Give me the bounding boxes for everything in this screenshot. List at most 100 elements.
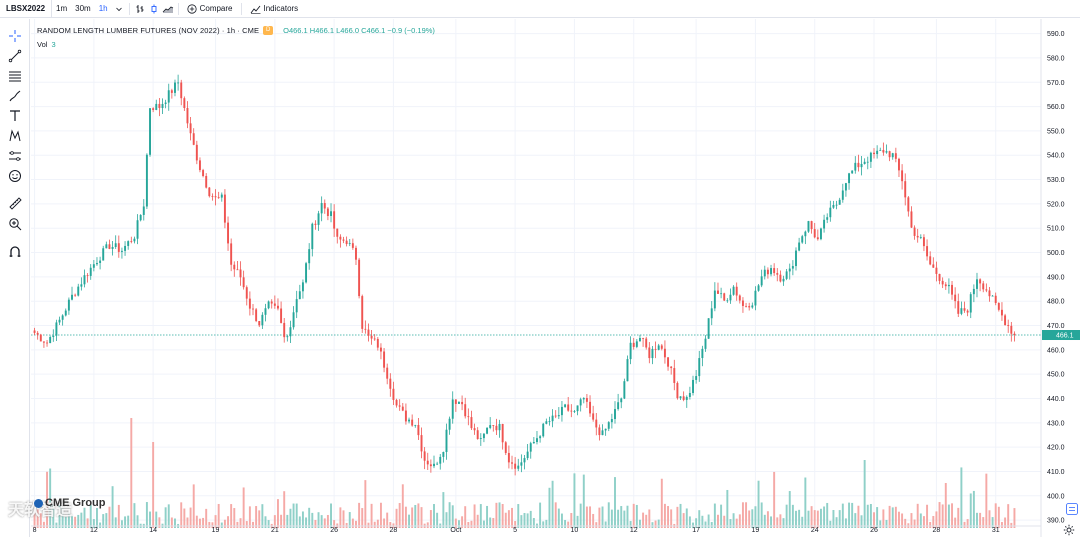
volume-bar [788, 491, 791, 528]
price-tick-label: 480.0 [1047, 299, 1065, 306]
volume-bar [888, 505, 891, 528]
bar-style-icon[interactable] [133, 0, 147, 18]
volume-bar [408, 514, 411, 528]
scroll-to-realtime-icon[interactable] [1066, 502, 1078, 515]
candle-body [554, 415, 557, 417]
volume-bar [433, 504, 435, 528]
candle-body [280, 308, 283, 323]
candle-body [614, 409, 616, 420]
time-tick-label: 8 [33, 527, 37, 534]
candle-body [39, 334, 42, 342]
volume-bar [841, 503, 844, 528]
volume-bar [46, 471, 49, 528]
candle-body [139, 214, 142, 221]
volume-bar [651, 522, 654, 528]
candle-body [960, 308, 963, 314]
volume-bar [61, 508, 64, 528]
candle-body [692, 379, 694, 393]
volume-bar [798, 509, 801, 528]
candle-body [501, 423, 504, 443]
volume-bar [682, 513, 685, 528]
volume-bar [261, 504, 264, 528]
volume-bar [501, 503, 504, 528]
interval-1h[interactable]: 1h [98, 3, 108, 13]
volume-bar [866, 504, 869, 528]
volume-bar [804, 477, 807, 528]
volume-bar [170, 517, 173, 528]
compare-button[interactable]: Compare [182, 0, 238, 18]
ruler-icon[interactable] [7, 195, 23, 211]
candle-body [982, 283, 985, 290]
volume-bar [879, 520, 882, 528]
volume-bar [326, 514, 329, 528]
pattern-icon[interactable] [7, 128, 23, 144]
volume-bar [960, 467, 963, 528]
candle-body [726, 300, 729, 302]
chevron-down-icon[interactable] [112, 0, 126, 18]
volume-bar [829, 520, 832, 528]
volume-bar [267, 520, 270, 528]
indicators-button[interactable]: Indicators [245, 0, 304, 18]
brush-icon[interactable] [7, 88, 23, 104]
volume-bar [807, 510, 810, 528]
trend-line-icon[interactable] [7, 48, 23, 64]
compare-label: Compare [199, 4, 233, 13]
volume-bar [301, 511, 304, 528]
candle-body [401, 406, 404, 411]
symbol-search[interactable]: LBSX2022 [0, 0, 52, 18]
candle-body [848, 173, 851, 184]
volume-bar [289, 508, 292, 528]
price-tick-label: 430.0 [1047, 420, 1065, 427]
candle-body [926, 246, 929, 257]
volume-bar [83, 507, 86, 528]
candle-body [158, 103, 161, 109]
candle-body [86, 275, 89, 276]
zoom-in-icon[interactable] [7, 216, 23, 232]
volume-bar [938, 502, 941, 528]
volume-bar [985, 473, 988, 528]
candle-body [620, 398, 623, 403]
volume-bar [99, 522, 102, 528]
gear-icon[interactable] [1063, 523, 1075, 536]
volume-label: Vol [37, 40, 48, 49]
interval-1m[interactable]: 1m [56, 3, 68, 13]
volume-bar [557, 508, 560, 528]
candle-body [557, 415, 560, 417]
candle-body [860, 163, 863, 168]
volume-bar [467, 521, 470, 528]
cme-group-logo: CME Group [34, 497, 106, 509]
candle-body [954, 294, 957, 302]
crosshair-icon[interactable] [7, 28, 23, 44]
chart-area[interactable]: 390.0 400.0 410.0 420.0 430.0 440.0 450.0 460.0… [31, 19, 1080, 537]
time-tick-label: Oct [450, 527, 461, 534]
volume-bar [1007, 504, 1010, 528]
volume-bars [33, 418, 1016, 528]
volume-bar [607, 502, 610, 528]
text-tool-icon[interactable] [7, 108, 23, 124]
emoji-icon[interactable] [7, 168, 23, 184]
prediction-icon[interactable] [7, 148, 23, 164]
area-style-icon[interactable] [161, 0, 175, 18]
volume-bar [932, 515, 935, 528]
volume-bar [770, 516, 772, 528]
candle-body [907, 197, 910, 212]
candle-body [891, 153, 894, 158]
candlestick-chart[interactable]: 390.0 400.0 410.0 420.0 430.0 440.0 450.0 460.0… [31, 19, 1080, 537]
volume-bar [667, 506, 670, 528]
volume-bar [860, 515, 863, 528]
volume-bar [957, 507, 960, 528]
candle-body [339, 236, 342, 240]
candle-body [311, 223, 314, 250]
candle-body [342, 239, 345, 241]
magnet-icon[interactable] [7, 244, 23, 260]
candle-body [947, 284, 950, 287]
volume-bar [323, 518, 326, 528]
price-tick-label: 530.0 [1047, 177, 1065, 184]
candle-body [77, 286, 80, 296]
price-tick-label: 400.0 [1047, 493, 1065, 500]
candle-style-icon[interactable] [147, 0, 161, 18]
fib-retracement-icon[interactable] [7, 68, 23, 84]
candle-body [511, 462, 513, 464]
interval-30m[interactable]: 30m [75, 3, 91, 13]
candle-body [273, 303, 276, 306]
